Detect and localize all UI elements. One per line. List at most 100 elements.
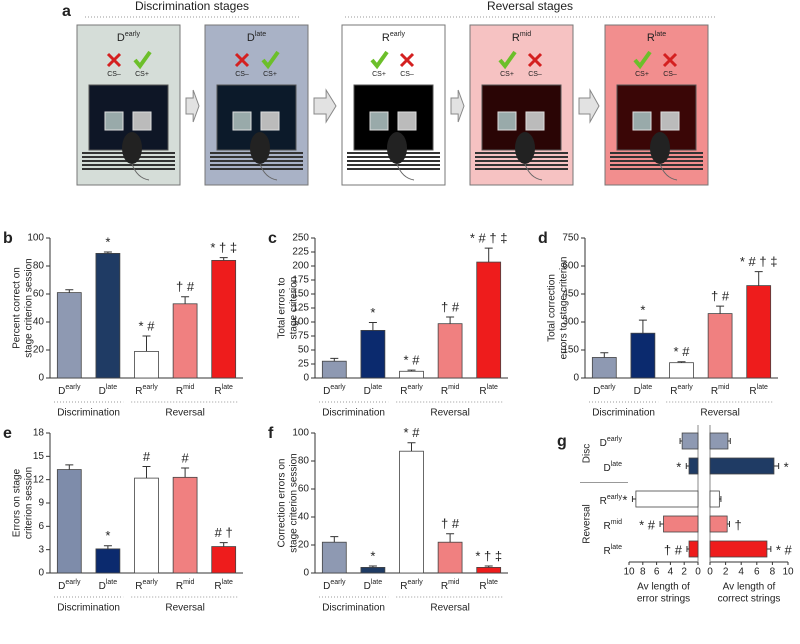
y-tick-label: 225 xyxy=(292,247,309,258)
y-axis-label: stage criterion xyxy=(289,277,300,340)
category-label: Rmid xyxy=(441,579,460,592)
panel-letter: d xyxy=(538,230,548,247)
panel-letter: b xyxy=(3,230,13,247)
significance: * # xyxy=(674,344,691,359)
bar xyxy=(95,252,121,379)
bar xyxy=(399,370,424,379)
x-tick-label: 0 xyxy=(695,567,701,578)
y-axis-label: Errors on stage xyxy=(12,468,23,537)
category-label: Rmid xyxy=(176,384,195,397)
label-base: R xyxy=(441,581,448,592)
significance: † xyxy=(735,517,742,532)
error-bar xyxy=(679,438,683,444)
label-sup: late xyxy=(106,579,117,586)
category-label: Dearly xyxy=(600,436,623,449)
significance: * # xyxy=(139,318,156,333)
arrow xyxy=(578,88,600,124)
bar xyxy=(635,490,699,508)
group-label: Discrimination xyxy=(57,603,120,614)
group-label: Discrimination xyxy=(57,408,120,419)
label-base: R xyxy=(647,32,655,44)
label-base: D xyxy=(323,386,330,397)
label-sup: mid xyxy=(611,519,622,526)
check-icon xyxy=(498,50,517,70)
label-sup: early xyxy=(408,384,424,391)
check-icon xyxy=(633,50,652,70)
panel-right xyxy=(397,111,417,131)
label-base: D xyxy=(323,581,330,592)
bar xyxy=(746,285,772,379)
category-label: Dearly xyxy=(117,31,141,44)
bar xyxy=(709,457,775,475)
label-sup: mid xyxy=(520,31,531,38)
label-base: D xyxy=(117,32,125,44)
cue-label: CS– xyxy=(663,71,677,78)
x-tick-label: 0 xyxy=(707,567,713,578)
error-bar xyxy=(719,496,722,502)
error-bar xyxy=(103,545,112,549)
label-sup: mid xyxy=(183,579,194,586)
bar xyxy=(437,541,463,574)
significance: * xyxy=(370,305,375,320)
category-label: Rlate xyxy=(214,384,233,397)
category-label: Rlate xyxy=(749,384,768,397)
y-tick-label: 200 xyxy=(292,261,309,272)
y-tick-label: 150 xyxy=(292,289,309,300)
error-bar xyxy=(446,316,455,324)
bar xyxy=(321,541,347,574)
bar xyxy=(321,360,347,379)
label-base: R xyxy=(176,581,183,592)
bar xyxy=(56,292,82,379)
label-base: R xyxy=(176,386,183,397)
mouse-tail xyxy=(259,163,278,181)
bar xyxy=(56,469,82,574)
label-sup: late xyxy=(371,579,382,586)
category-label: Rearly xyxy=(600,494,623,507)
label-base: R xyxy=(382,32,390,44)
panel-left xyxy=(369,111,389,131)
label-sup: late xyxy=(255,31,266,38)
cue-label: CS– xyxy=(107,71,121,78)
label-sup: late xyxy=(611,461,622,468)
significance: * xyxy=(784,459,789,474)
bar xyxy=(360,567,386,574)
label-sup: mid xyxy=(183,384,194,391)
group-label: Reversal xyxy=(165,408,204,419)
group-label: Disc xyxy=(582,444,593,463)
cross-icon xyxy=(399,52,415,68)
significance: * † ‡ xyxy=(210,240,237,255)
category-label: Dlate xyxy=(364,384,383,397)
y-axis-label: stage criterion session xyxy=(289,453,300,553)
x-tick-label: 10 xyxy=(782,567,794,578)
x-tick-label: 4 xyxy=(738,567,744,578)
error-bar xyxy=(368,565,377,568)
x-axis-label: Av length of xyxy=(723,582,776,593)
check-icon xyxy=(261,50,280,70)
significance: † # xyxy=(441,299,460,314)
error-bar xyxy=(330,357,339,362)
significance: † # xyxy=(711,289,730,304)
bar xyxy=(630,332,656,379)
significance: * xyxy=(640,303,645,318)
error-bar xyxy=(219,542,228,547)
y-tick-label: 175 xyxy=(292,275,309,286)
label-sup: late xyxy=(655,31,666,38)
bar xyxy=(663,515,699,533)
y-tick-label: 250 xyxy=(292,233,309,244)
bar xyxy=(709,432,729,450)
group-label: Discrimination xyxy=(322,408,385,419)
label-base: D xyxy=(634,386,641,397)
stage-header: Reversal stages xyxy=(487,0,573,13)
error-bar xyxy=(65,289,74,293)
bar xyxy=(681,432,699,450)
bar xyxy=(688,540,699,558)
mouse-tail xyxy=(659,163,678,181)
y-tick-label: 40 xyxy=(33,317,45,328)
y-tick-label: 100 xyxy=(27,233,44,244)
label-base: D xyxy=(600,438,607,449)
panel-left xyxy=(232,111,252,131)
mouse xyxy=(122,132,142,164)
bar xyxy=(476,567,502,574)
significance: # † xyxy=(215,525,233,540)
